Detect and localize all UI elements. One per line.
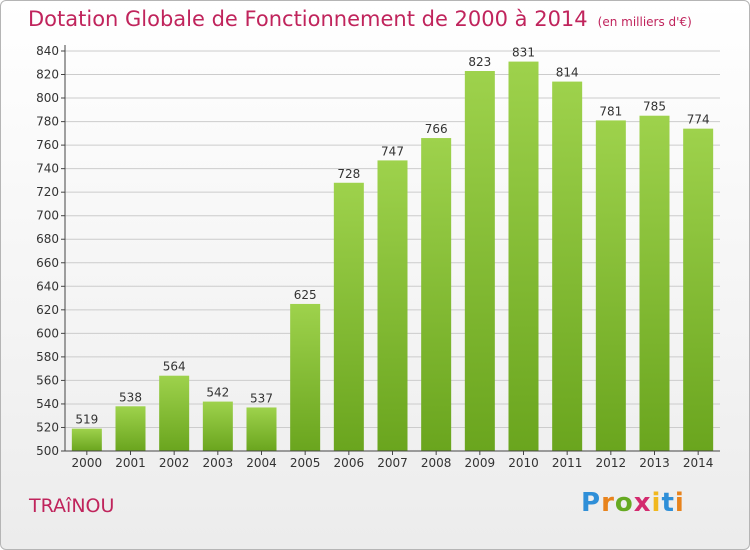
bar-value-label: 774 [687,113,710,127]
logo-letter: P [581,488,602,518]
bar-value-label: 814 [556,66,579,80]
commune-name: TRAîNOU [29,495,115,517]
x-tick-label: 2008 [421,456,452,470]
logo-letter: i [651,488,662,518]
bar [202,401,233,451]
title-text: Dotation Globale de Fonctionnement de 20… [28,7,588,31]
x-tick-label: 2013 [639,456,670,470]
bar-value-label: 747 [381,144,404,158]
logo-letter: t [661,488,675,518]
logo-letter: x [633,488,652,518]
y-tick-label: 680 [36,232,59,246]
bar-value-label: 781 [599,104,622,118]
y-tick-label: 520 [36,420,59,434]
bar [552,81,583,452]
x-tick-label: 2003 [203,456,234,470]
y-tick-label: 580 [36,350,59,364]
bar-value-label: 542 [206,386,229,400]
bars: 519 538 564 542 537 625 728 747 766 823 831 814 781 7… [71,46,714,452]
logo-letter: o [614,488,634,518]
y-tick-label: 840 [36,44,59,58]
bar [464,71,495,451]
y-tick-label: 600 [36,326,59,340]
y-tick-label: 740 [36,162,59,176]
x-tick-label: 2012 [596,456,627,470]
bar-value-label: 537 [250,391,273,405]
x-tick-label: 2002 [159,456,190,470]
bar-value-label: 538 [119,390,142,404]
title-unit: (en milliers d'€) [597,15,692,29]
bar [421,138,452,451]
y-tick-label: 780 [36,115,59,129]
bar [683,128,714,451]
bar-value-label: 728 [337,167,360,181]
y-tick-label: 700 [36,209,59,223]
proxiti-logo: Proxiti [581,488,685,518]
bar [333,182,364,451]
x-tick-label: 2005 [290,456,321,470]
bar-value-label: 766 [425,122,448,136]
bar-value-label: 564 [163,360,186,374]
x-tick-label: 2007 [377,456,408,470]
y-tick-label: 540 [36,397,59,411]
bar [246,407,277,451]
bar [508,61,539,452]
bar [377,160,408,452]
y-tick-label: 720 [36,185,59,199]
chart-title: Dotation Globale de Fonctionnement de 20… [28,7,692,31]
y-tick-label: 760 [36,138,59,152]
logo-letter: i [674,488,685,518]
axes: 500 520 540 560 580 600 620 640 660 680 700 720 740 7… [36,44,720,470]
x-tick-label: 2009 [465,456,496,470]
y-tick-label: 620 [36,303,59,317]
y-tick-label: 640 [36,279,59,293]
y-tick-label: 800 [36,91,59,105]
x-tick-label: 2011 [552,456,583,470]
x-tick-label: 2001 [115,456,146,470]
y-tick-label: 500 [36,444,59,458]
x-tick-label: 2010 [508,456,539,470]
x-tick-label: 2006 [334,456,365,470]
bar [290,303,321,451]
y-tick-label: 560 [36,373,59,387]
x-tick-label: 2014 [683,456,714,470]
x-tick-label: 2004 [246,456,277,470]
y-tick-label: 660 [36,256,59,270]
bar-value-label: 823 [468,55,491,69]
bar [595,120,626,451]
x-tick-label: 2000 [72,456,103,470]
bar-value-label: 785 [643,100,666,114]
bar-value-label: 519 [75,413,98,427]
bar [159,375,190,451]
bar [639,115,670,452]
bar-value-label: 831 [512,46,535,60]
y-tick-label: 820 [36,68,59,82]
logo-letter: r [601,488,615,518]
bar [115,406,146,451]
bar [71,428,102,451]
bar-value-label: 625 [294,288,317,302]
